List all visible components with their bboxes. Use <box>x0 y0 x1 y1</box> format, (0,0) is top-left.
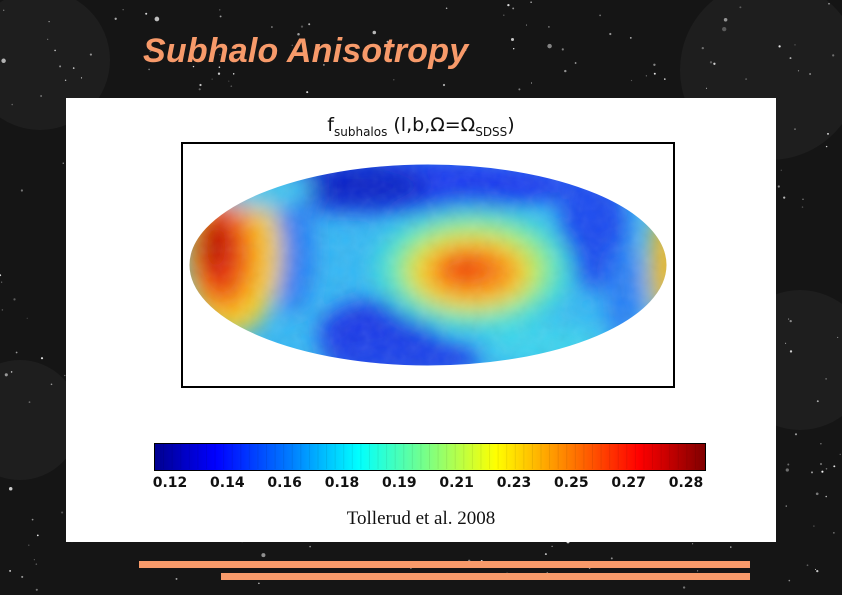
accent-line-top <box>139 561 750 568</box>
map-title-args: (l,b,Ω=Ω <box>387 114 476 136</box>
colorbar-tick-label: 0.25 <box>554 475 589 491</box>
colorbar-tick-label: 0.27 <box>611 475 646 491</box>
colorbar-tick-label: 0.21 <box>439 475 474 491</box>
map-title-f: f <box>327 114 334 136</box>
map-title-close: ) <box>507 114 515 136</box>
colorbar-tick-label: 0.12 <box>152 475 188 491</box>
map-title: fsubhalos (l,b,Ω=ΩSDSS) <box>66 114 776 139</box>
colorbar-tick-label: 0.14 <box>210 475 245 491</box>
colorbar-tick-label: 0.18 <box>324 475 360 491</box>
colorbar-tick-label: 0.19 <box>382 475 417 491</box>
accent-line-bottom <box>221 573 750 580</box>
colorbar-tick-label: 0.16 <box>267 475 302 491</box>
colorbar-tick-label: 0.28 <box>668 475 704 491</box>
map-title-subscript-sdss: SDSS <box>475 125 508 139</box>
colorbar <box>154 443 706 471</box>
figure-panel: fsubhalos (l,b,Ω=ΩSDSS) <box>66 98 776 542</box>
mollweide-sky-map <box>188 163 668 367</box>
citation: Tollerud et al. 2008 <box>346 508 496 529</box>
colorbar-tick-label: 0.23 <box>496 475 532 491</box>
slide-title: Subhalo Anisotropy <box>143 32 469 70</box>
sky-map-frame <box>181 142 675 388</box>
map-title-subscript-subhalos: subhalos <box>333 125 388 139</box>
